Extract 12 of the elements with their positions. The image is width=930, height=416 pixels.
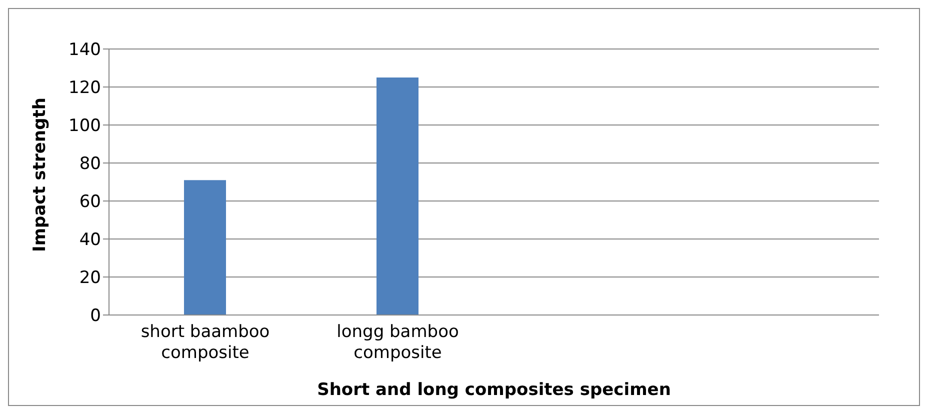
- y-tick-label: 40: [79, 230, 101, 250]
- y-tick-label: 120: [68, 78, 101, 98]
- y-tick-label: 100: [68, 116, 101, 136]
- y-tick-label: 20: [79, 268, 101, 288]
- y-tick-label: 60: [79, 192, 101, 212]
- y-tick-label: 0: [90, 306, 101, 326]
- x-tick-label: longg bamboo composite: [336, 322, 459, 363]
- x-axis-title: Short and long composites specimen: [317, 380, 671, 400]
- x-tick-label: short baamboo composite: [140, 322, 270, 363]
- y-tick-label: 80: [79, 154, 101, 174]
- y-tick-label: 140: [68, 40, 101, 60]
- y-axis-title: Impact strength: [30, 98, 50, 252]
